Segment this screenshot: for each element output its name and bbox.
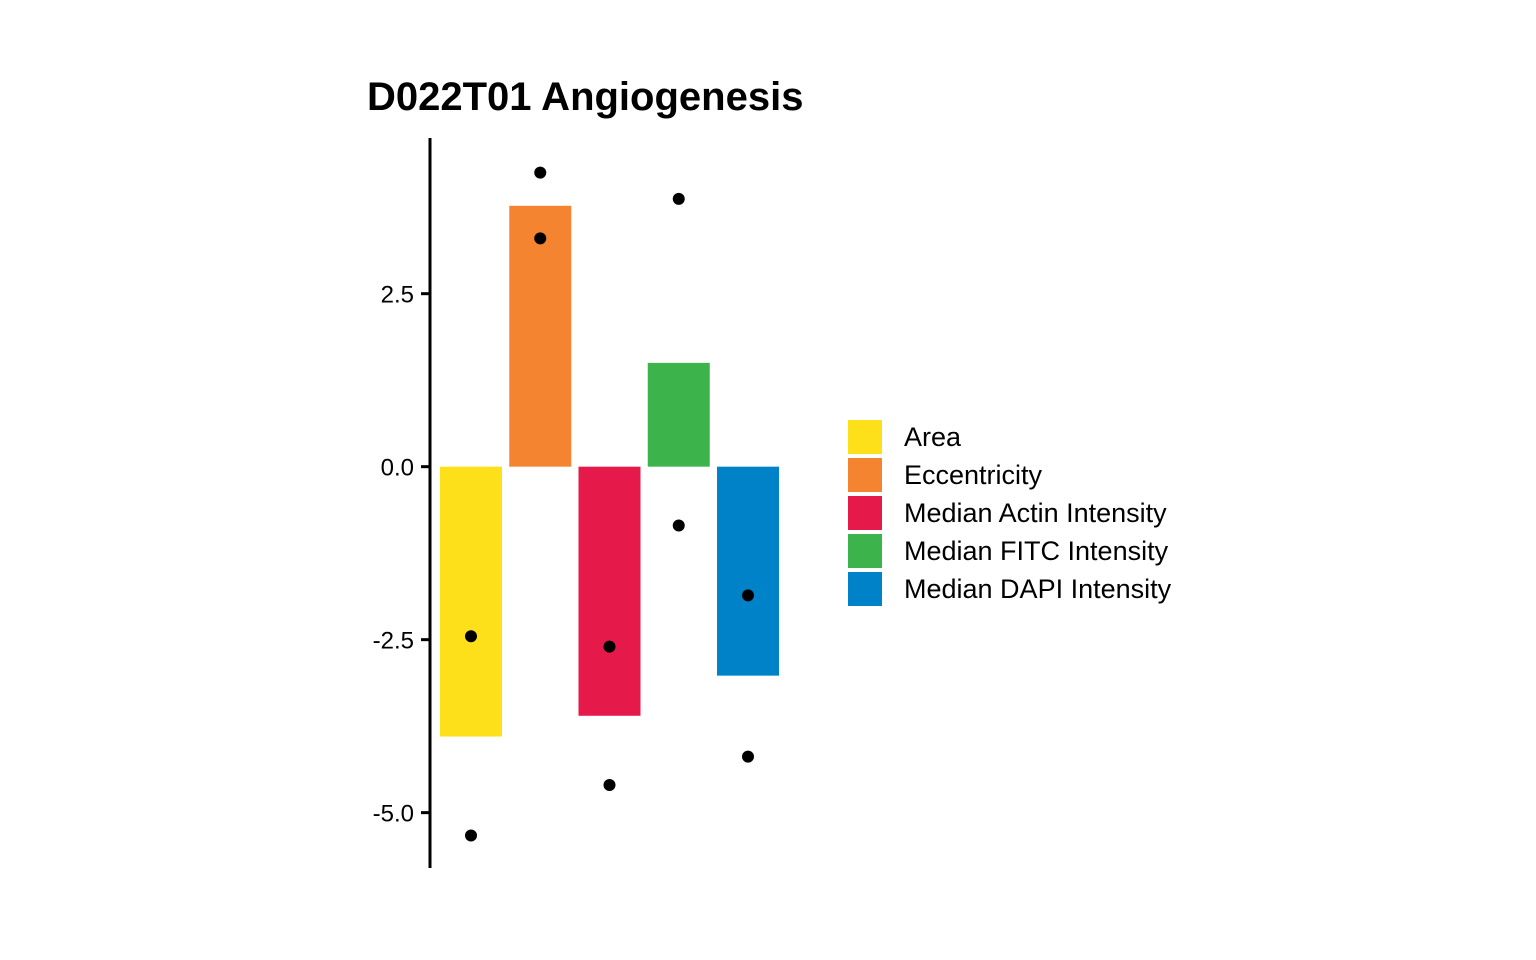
bar-5 (717, 466, 779, 676)
bars (440, 205, 779, 737)
data-point-2-2 (534, 232, 547, 245)
bar-2 (509, 205, 572, 467)
legend-swatch-4 (848, 534, 882, 568)
y-tick-label-4: -5.0 (373, 801, 414, 828)
legend: Area Eccentricity Median Actin Intensity Me… (848, 420, 1172, 606)
legend-label-2: Eccentricity (904, 460, 1043, 490)
data-point-1-1 (465, 630, 477, 643)
bar-3 (578, 466, 641, 716)
y-tick-label-3: -2.5 (373, 628, 414, 655)
y-axis: 2.5 0.0 -2.5 -5.0 (373, 138, 432, 868)
legend-label-5: Median DAPI Intensity (904, 574, 1172, 604)
data-point-4-1 (672, 192, 685, 205)
data-point-4-2 (672, 519, 685, 532)
y-tick-label-1: 2.5 (381, 282, 414, 309)
data-point-5-2 (742, 750, 754, 763)
data-point-3-2 (603, 778, 616, 791)
data-point-1-2 (465, 829, 477, 842)
data-points (465, 166, 754, 842)
legend-swatch-2 (848, 458, 882, 492)
legend-label-3: Median Actin Intensity (904, 498, 1167, 528)
legend-label-4: Median FITC Intensity (904, 536, 1169, 566)
chart-title: D022T01 Angiogenesis (367, 75, 803, 119)
legend-swatch-5 (848, 572, 882, 606)
bar-1 (440, 466, 502, 737)
data-point-5-1 (742, 589, 754, 602)
y-tick-label-2: 0.0 (381, 455, 414, 482)
legend-swatch-1 (848, 420, 882, 454)
bar-4 (647, 362, 710, 467)
data-point-3-1 (603, 640, 616, 653)
data-point-2-1 (534, 166, 547, 179)
legend-label-1: Area (904, 422, 962, 452)
legend-swatch-3 (848, 496, 882, 530)
